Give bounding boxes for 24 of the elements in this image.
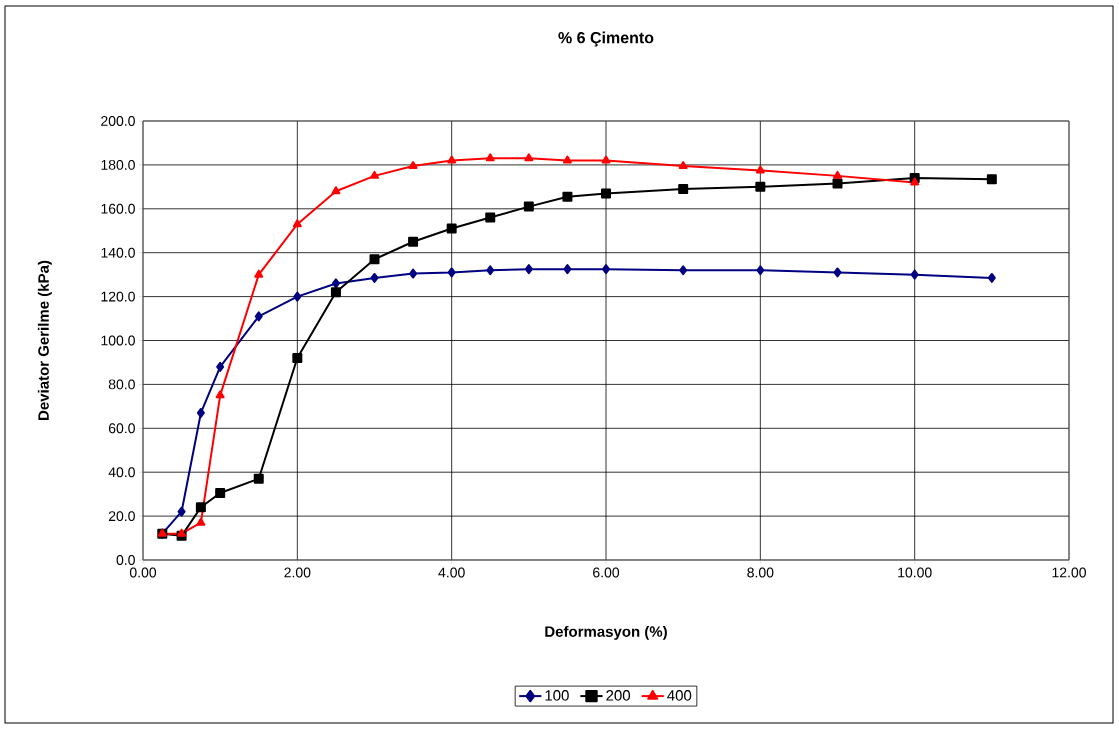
y-tick-label: 40.0 [108, 467, 135, 478]
legend-label: 100 [545, 690, 569, 701]
x-tick-label: 10.00 [898, 567, 932, 578]
legend-label: 200 [606, 690, 631, 701]
y-tick-label: 20.0 [108, 511, 135, 522]
x-tick-label: 8.00 [747, 567, 774, 578]
y-tick-label: 80.0 [108, 379, 135, 390]
chart-title: % 6 Çimento [558, 31, 654, 47]
x-tick-label: 0.00 [129, 567, 157, 578]
x-tick-label: 2.00 [284, 567, 311, 578]
y-tick-label: 140.0 [101, 247, 135, 258]
x-tick-label: 6.00 [593, 567, 620, 578]
x-axis-title: Deformasyon (%) [545, 625, 667, 640]
y-axis-title: Deviator Gerilme (kPa) [37, 260, 52, 420]
y-tick-label: 180.0 [101, 159, 135, 170]
y-tick-label: 160.0 [101, 203, 135, 214]
x-tick-label: 12.00 [1052, 567, 1086, 578]
legend-label: 400 [667, 690, 692, 701]
y-tick-label: 120.0 [101, 291, 135, 302]
y-tick-label: 100.0 [101, 335, 135, 346]
y-tick-label: 0.0 [116, 555, 135, 565]
y-tick-label: 60.0 [108, 423, 135, 434]
x-tick-label: 4.00 [438, 567, 465, 578]
y-tick-label: 200.0 [101, 116, 135, 126]
